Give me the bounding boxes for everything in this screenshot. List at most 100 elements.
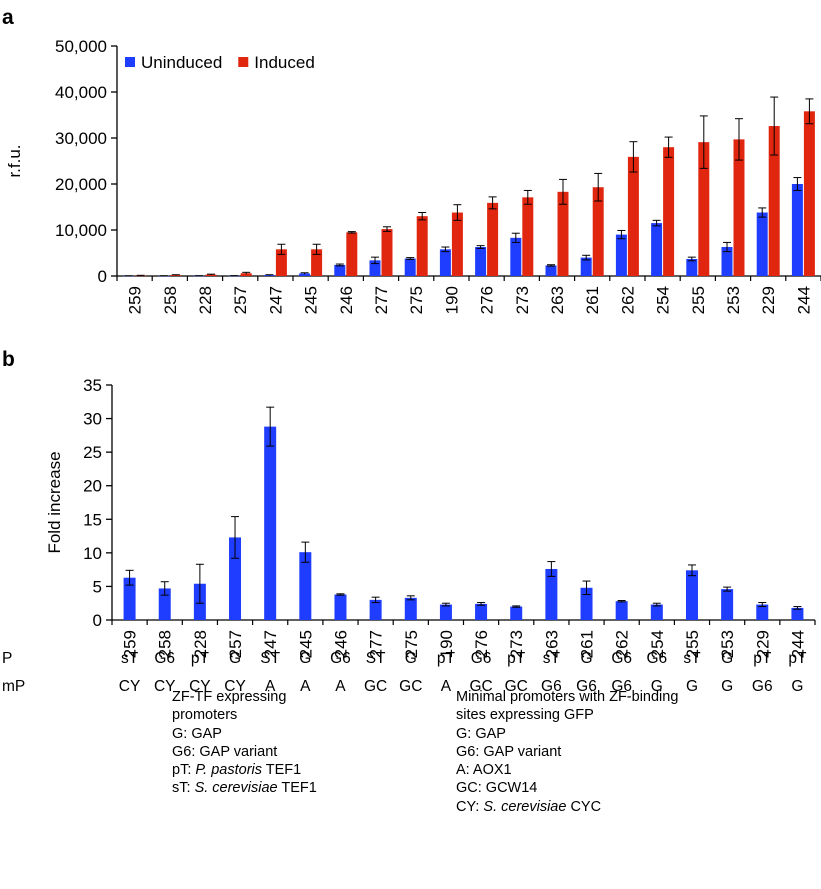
induced-bar — [487, 202, 499, 276]
induced-bar — [346, 232, 358, 276]
legend-left-gap-variant: G6: GAP variant — [172, 743, 278, 760]
mp-row-cell: G6 — [611, 678, 632, 695]
panel-label: b — [2, 348, 15, 371]
mp-row-cell: G — [791, 678, 803, 695]
mp-row-cell: GC — [399, 678, 422, 695]
legend-left-title-line2: promoters — [172, 707, 238, 724]
induced-bar — [768, 126, 780, 276]
x-category-label: 229 — [753, 630, 772, 658]
p-row-cell: ST — [366, 650, 386, 667]
x-category-label: 255 — [689, 286, 708, 314]
x-category-label: 247 — [261, 630, 280, 658]
y-tick-label: 25 — [83, 443, 102, 462]
x-category-label: 261 — [578, 630, 597, 658]
mp-row-cell: CY — [189, 678, 211, 695]
y-tick-label: 0 — [93, 611, 102, 630]
y-tick-label: 35 — [83, 376, 102, 395]
legend-right-cy-suffix: CYC — [566, 798, 602, 815]
p-row-cell: G6 — [646, 650, 667, 667]
fold-bar — [721, 589, 734, 620]
x-category-label: 258 — [156, 630, 175, 658]
legend-right-cy-prefix: CY: — [456, 798, 484, 815]
fold-bar — [404, 597, 417, 620]
x-category-label: 228 — [196, 286, 215, 314]
x-category-label: 228 — [191, 630, 210, 658]
mp-row-cell: G — [686, 678, 698, 695]
induced-bar — [663, 147, 675, 276]
x-category-label: 244 — [794, 286, 813, 314]
legend-right-gap: G: GAP — [456, 725, 506, 742]
uninduced-bar — [369, 260, 381, 276]
mp-row-cell: A — [300, 678, 311, 695]
p-row-cell: G — [721, 650, 733, 667]
legend-left-pt-species: P. pastoris — [195, 762, 263, 779]
y-tick-label: 0 — [98, 267, 107, 286]
x-category-label: 273 — [507, 630, 526, 658]
x-category-label: 277 — [367, 630, 386, 658]
y-tick-label: 20,000 — [55, 175, 107, 194]
x-category-label: 253 — [724, 286, 743, 314]
induced-bar — [170, 275, 182, 276]
induced-bar — [205, 274, 217, 276]
legend-right-cy: CY: S. cerevisiae CYC — [456, 798, 678, 816]
legend-left-promoters: ZF-TF expressing promoters G: GAP G6: GA… — [172, 688, 317, 798]
induced-bar — [803, 111, 815, 276]
uninduced-bar — [263, 275, 275, 276]
uninduced-bar — [580, 257, 592, 276]
mp-row-cell: GC — [364, 678, 387, 695]
x-category-label: 259 — [126, 286, 145, 314]
legend-left-gap: G: GAP — [172, 725, 222, 742]
x-category-label: 276 — [472, 630, 491, 658]
x-category-label: 245 — [296, 630, 315, 658]
p-row-cell: sT — [543, 650, 561, 667]
induced-bar — [416, 216, 428, 276]
x-category-label: 257 — [226, 630, 245, 658]
induced-bar — [627, 156, 639, 276]
induced-bar — [733, 139, 745, 276]
mp-row-cell: G6 — [576, 678, 597, 695]
y-axis-title: Fold increase — [45, 451, 64, 553]
induced-bar — [557, 191, 569, 276]
uninduced-bar — [299, 273, 311, 276]
uninduced-bar — [545, 265, 557, 276]
mp-row-cell: GC — [505, 678, 528, 695]
fold-bar — [510, 606, 523, 620]
p-row-cell: G — [299, 650, 311, 667]
fold-bar — [123, 577, 136, 620]
x-category-label: 261 — [583, 286, 602, 314]
legend-left-st-suffix: TEF1 — [277, 780, 317, 797]
p-row-cell: G — [229, 650, 241, 667]
y-tick-label: 5 — [93, 577, 102, 596]
legend-left-pt-suffix: TEF1 — [262, 762, 302, 779]
fold-bar — [299, 552, 312, 620]
p-row-cell: ST — [260, 650, 280, 667]
x-category-label: 229 — [759, 286, 778, 314]
fold-bar — [475, 603, 488, 620]
mp-row-cell: G — [651, 678, 663, 695]
induced-bar — [381, 229, 393, 276]
x-category-label: 277 — [372, 286, 391, 314]
x-category-label: 257 — [231, 286, 250, 314]
uninduced-bar — [756, 212, 768, 276]
x-category-label: 259 — [121, 630, 140, 658]
x-category-label: 275 — [402, 630, 421, 658]
uninduced-bar — [510, 237, 522, 276]
row-label-p: P — [2, 650, 12, 667]
p-row-cell: pT — [191, 650, 210, 667]
fold-bar — [756, 604, 769, 620]
x-category-label: 254 — [648, 630, 667, 658]
legend-right-title-line2: sites expressing GFP — [456, 707, 594, 724]
y-tick-label: 50,000 — [55, 37, 107, 56]
uninduced-bar — [721, 247, 733, 276]
x-category-label: 258 — [161, 286, 180, 314]
fold-bar — [685, 570, 698, 620]
p-row-cell: pT — [507, 650, 526, 667]
panel-a: a 0 10,000 20,000 30,000 40,000 50,000 r.f.u. 25… — [2, 6, 821, 314]
panel-label: a — [2, 6, 14, 29]
legend-left-pt-prefix: pT: — [172, 762, 196, 779]
x-category-label: 255 — [683, 630, 702, 658]
uninduced-bar — [791, 184, 803, 276]
legend-right-aox1: A: AOX1 — [456, 762, 512, 779]
p-row-cell: G6 — [471, 650, 492, 667]
legend-left-st-species: S. cerevisiae — [194, 780, 278, 797]
